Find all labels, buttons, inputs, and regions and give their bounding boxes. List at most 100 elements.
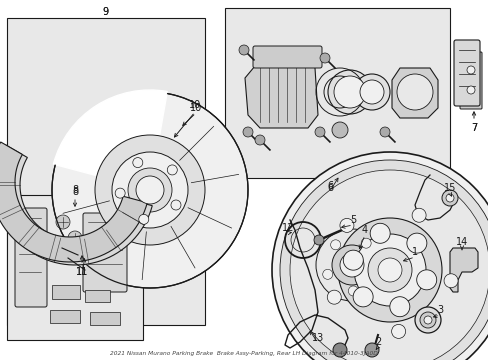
Text: 10: 10 (188, 100, 201, 110)
Text: 11: 11 (76, 267, 88, 277)
Circle shape (133, 158, 142, 168)
Circle shape (52, 92, 247, 288)
Circle shape (271, 152, 488, 360)
Circle shape (331, 122, 347, 138)
Text: 14: 14 (455, 237, 467, 247)
Circle shape (441, 190, 457, 206)
Circle shape (112, 152, 187, 228)
Text: 2021 Nissan Murano Parking Brake  Brake Assy-Parking, Rear LH Diagram for 44010-: 2021 Nissan Murano Parking Brake Brake A… (110, 351, 377, 356)
Circle shape (56, 215, 70, 229)
Text: 9: 9 (102, 7, 108, 17)
Circle shape (353, 234, 425, 306)
Circle shape (322, 269, 332, 279)
Circle shape (414, 307, 440, 333)
Circle shape (139, 214, 148, 224)
Polygon shape (391, 68, 437, 118)
Bar (52, 285, 80, 299)
Circle shape (361, 238, 370, 248)
Circle shape (239, 45, 248, 55)
Circle shape (396, 74, 432, 110)
Bar (7, 195, 142, 340)
Circle shape (280, 160, 488, 360)
Text: 10: 10 (189, 103, 202, 113)
Text: 4: 4 (361, 225, 367, 235)
Circle shape (128, 168, 172, 212)
Bar (7, 18, 204, 325)
Text: 3: 3 (436, 305, 442, 315)
Wedge shape (53, 90, 167, 190)
Circle shape (304, 217, 399, 313)
Circle shape (243, 127, 252, 137)
Circle shape (332, 343, 346, 357)
Circle shape (371, 267, 381, 277)
Circle shape (326, 290, 341, 304)
Text: 2: 2 (374, 337, 380, 347)
Circle shape (289, 170, 488, 360)
Circle shape (314, 127, 325, 137)
Circle shape (331, 245, 371, 285)
Circle shape (443, 274, 457, 288)
Circle shape (95, 135, 204, 245)
Circle shape (330, 240, 340, 250)
Text: 6: 6 (326, 181, 332, 191)
Circle shape (411, 208, 425, 222)
Circle shape (313, 235, 324, 245)
Text: 6: 6 (326, 183, 332, 193)
Polygon shape (0, 145, 152, 265)
Polygon shape (244, 55, 317, 128)
Circle shape (347, 286, 358, 296)
Circle shape (416, 270, 436, 290)
Bar (85, 290, 110, 302)
Circle shape (419, 312, 435, 328)
Text: 11: 11 (76, 267, 88, 277)
Circle shape (389, 297, 409, 317)
Text: 8: 8 (72, 187, 78, 197)
Text: 9: 9 (102, 7, 108, 17)
Circle shape (339, 219, 353, 233)
Circle shape (339, 253, 363, 277)
Circle shape (343, 250, 363, 270)
Polygon shape (449, 248, 477, 292)
Circle shape (406, 233, 426, 253)
Circle shape (377, 258, 401, 282)
Circle shape (319, 53, 329, 63)
FancyBboxPatch shape (459, 52, 481, 109)
FancyBboxPatch shape (252, 46, 321, 68)
Circle shape (359, 80, 383, 104)
Circle shape (466, 86, 474, 94)
Text: 15: 15 (443, 183, 455, 193)
Bar (224, 8, 449, 178)
Text: 7: 7 (470, 123, 476, 133)
Bar (90, 312, 120, 325)
Circle shape (423, 316, 431, 324)
Circle shape (254, 135, 264, 145)
Text: 13: 13 (311, 333, 324, 343)
Bar (50, 310, 80, 323)
Polygon shape (0, 142, 147, 262)
Circle shape (167, 165, 177, 175)
Circle shape (333, 76, 365, 108)
Circle shape (379, 127, 389, 137)
Text: 5: 5 (349, 215, 355, 225)
Circle shape (68, 231, 82, 245)
Text: 7: 7 (470, 123, 476, 133)
Circle shape (445, 194, 453, 202)
Circle shape (115, 188, 125, 198)
FancyBboxPatch shape (15, 208, 47, 307)
Circle shape (327, 70, 371, 114)
Circle shape (136, 176, 163, 204)
Circle shape (171, 200, 181, 210)
Circle shape (337, 218, 441, 322)
Circle shape (352, 287, 372, 307)
Circle shape (61, 248, 75, 262)
Circle shape (367, 248, 411, 292)
Circle shape (353, 74, 389, 110)
Text: 8: 8 (72, 185, 78, 195)
FancyBboxPatch shape (453, 40, 479, 106)
Circle shape (466, 66, 474, 74)
Circle shape (364, 343, 378, 357)
FancyBboxPatch shape (83, 213, 127, 292)
Text: 12: 12 (281, 223, 294, 233)
Circle shape (391, 324, 405, 338)
Circle shape (369, 223, 389, 243)
